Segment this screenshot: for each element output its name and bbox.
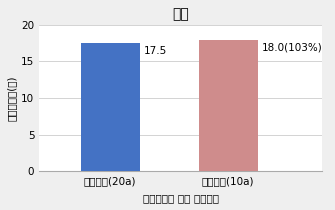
Bar xyxy=(199,39,258,171)
Y-axis label: 소요노동력(인): 소요노동력(인) xyxy=(7,75,17,121)
Title: 적과: 적과 xyxy=(173,7,189,21)
X-axis label: 재배방법별 동일 재식주수: 재배방법별 동일 재식주수 xyxy=(143,193,219,203)
Bar xyxy=(80,43,140,171)
Text: 18.0(103%): 18.0(103%) xyxy=(262,42,323,52)
Text: 17.5: 17.5 xyxy=(144,46,168,56)
